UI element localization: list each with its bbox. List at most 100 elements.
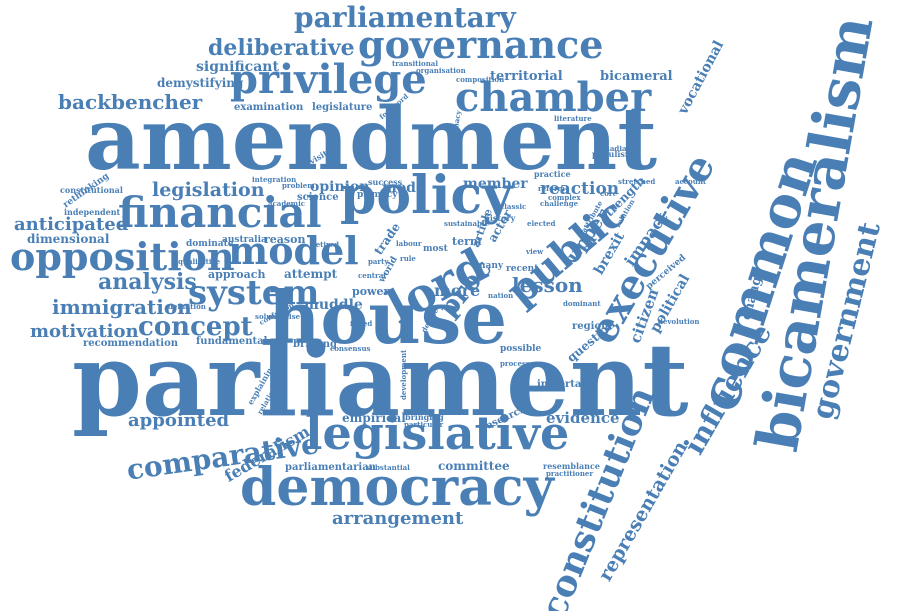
cloud-word: immigration (52, 295, 192, 319)
cloud-word: reform (538, 184, 565, 193)
cloud-word: attempt (284, 267, 338, 281)
cloud-word: dominant (563, 299, 601, 308)
cloud-word: development (399, 349, 408, 400)
cloud-word: composition (456, 75, 505, 84)
cloud-word: chamber (455, 74, 652, 121)
cloud-word: success (368, 177, 403, 187)
cloud-word: amendment (85, 89, 658, 190)
cloud-word: elected (527, 219, 556, 228)
cloud-word: democracy (240, 457, 554, 518)
cloud-word: recent (506, 264, 539, 274)
cloud-word: more (434, 281, 481, 300)
cloud-word: transitional (392, 59, 438, 68)
cloud-word: system (188, 273, 320, 313)
cloud-word: rule (400, 254, 416, 263)
cloud-word: practitioner (546, 469, 594, 478)
cloud-word: history (484, 213, 516, 223)
cloud-word: model (228, 228, 359, 273)
cloud-word: governance (358, 22, 604, 67)
cloud-word: resemblance (543, 461, 600, 471)
cloud-word: constitutional (60, 185, 123, 195)
cloud-word: important (537, 379, 594, 390)
cloud-word: failed (350, 319, 373, 328)
cloud-word: territorial (490, 69, 563, 84)
cloud-word: vocational (675, 38, 728, 118)
cloud-word: power (352, 285, 390, 298)
cloud-word: mode (382, 180, 425, 196)
cloud-word: concept (138, 312, 253, 342)
cloud-word: literature (554, 114, 592, 123)
cloud-word: committee (438, 459, 510, 473)
cloud-word: analysis (98, 269, 197, 295)
cloud-word: lesson (512, 273, 583, 297)
cloud-word: backbencher (58, 90, 203, 114)
cloud-word: exercise (268, 312, 301, 321)
cloud-word: examination (234, 102, 304, 113)
cloud-word: nation (488, 291, 514, 300)
cloud-word: dimensional (27, 232, 110, 246)
cloud-word: many (476, 261, 504, 271)
cloud-word: substantial (366, 463, 410, 472)
cloud-word: approach (208, 268, 266, 281)
cloud-word: challenge (540, 199, 579, 208)
cloud-word: region (572, 321, 609, 332)
cloud-word: policy (340, 165, 513, 226)
cloud-word: anticipated (14, 214, 129, 235)
cloud-word: briefing (293, 339, 337, 350)
cloud-word: retired (312, 240, 340, 249)
cloud-word: independent (64, 207, 121, 217)
cloud-word: practice (534, 169, 571, 179)
cloud-word: evidence (546, 409, 620, 427)
cloud-word: definition (168, 302, 206, 311)
cloud-word: deliberative (208, 35, 355, 61)
cloud-word: consensus (330, 344, 371, 353)
cloud-word: problem (282, 181, 315, 190)
cloud-word: central (358, 271, 386, 280)
cloud-word: academic (268, 199, 306, 208)
cloud-word: solution (255, 312, 288, 321)
cloud-word: reaction (540, 179, 620, 199)
cloud-word: view (526, 247, 544, 256)
cloud-word: dominate (186, 239, 234, 249)
cloud-word: sustainable (444, 219, 490, 228)
cloud-word: party (368, 257, 389, 266)
cloud-word: bicameral (600, 69, 673, 84)
cloud-word: demystifying (157, 76, 244, 90)
cloud-word: privilege (230, 56, 427, 103)
cloud-word: fundamental (196, 336, 268, 347)
cloud-word: complex (548, 193, 581, 202)
cloud-word: bringing (405, 412, 444, 422)
cloud-word: australia (222, 235, 267, 245)
cloud-word: term (452, 235, 482, 248)
cloud-word: classic (500, 202, 527, 211)
cloud-word: canadian (596, 144, 632, 153)
cloud-word: parliamentary (294, 1, 516, 34)
cloud-word: stretched (618, 177, 656, 186)
cloud-word: integration (252, 175, 297, 184)
cloud-word: legislature (312, 102, 373, 113)
cloud-word: opposition (10, 234, 235, 279)
cloud-word: process (500, 359, 530, 368)
cloud-word: organisation (416, 66, 466, 75)
cloud-word: motivation (30, 321, 139, 342)
cloud-word: account (675, 177, 707, 186)
cloud-word: legislative (305, 406, 570, 460)
cloud-word: possible (500, 344, 542, 354)
cloud-word: primacy (357, 190, 398, 200)
cloud-word: devolution (658, 317, 700, 326)
cloud-word: reason (264, 233, 306, 246)
cloud-word: appointed (128, 410, 230, 431)
cloud-word: financial (118, 188, 322, 237)
cloud-word: muddle (304, 297, 363, 313)
cloud-word: recommendation (83, 338, 179, 349)
cloud-word: house (268, 275, 508, 360)
cloud-word: qualitative (178, 257, 221, 266)
cloud-word: parliamentarian (285, 462, 376, 473)
cloud-word: significant (196, 59, 279, 75)
cloud-word: most (423, 244, 448, 254)
cloud-word: empirical (342, 411, 406, 425)
cloud-word: particular (404, 420, 444, 429)
cloud-word: populism (592, 149, 634, 159)
cloud-word: arrangement (332, 508, 464, 529)
